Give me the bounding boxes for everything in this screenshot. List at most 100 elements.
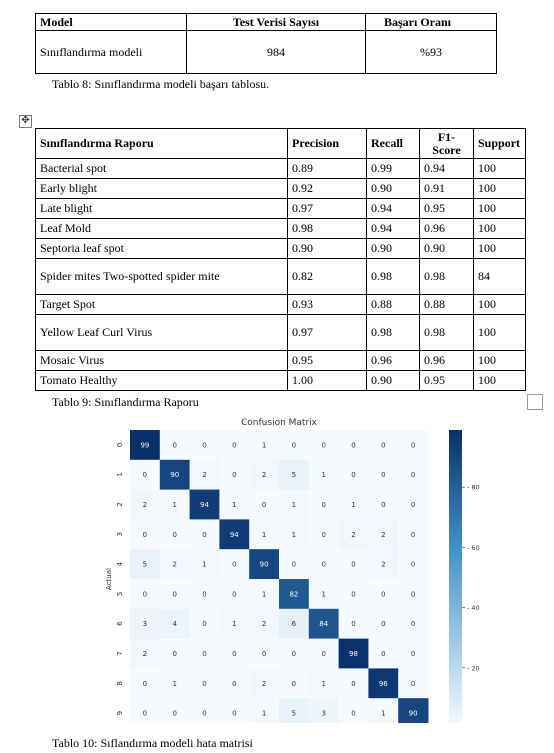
cell-value-label: 1 <box>381 710 385 718</box>
cell-value-label: 0 <box>232 441 236 449</box>
cell-value-label: 2 <box>262 680 266 688</box>
y-tick-label: 8 <box>116 681 124 685</box>
table-row: Leaf Mold 0.98 0.94 0.96 100 <box>36 219 526 239</box>
column-header: Model <box>36 14 187 31</box>
table-cell: 84 <box>474 259 526 295</box>
cell-value-label: 0 <box>381 441 385 449</box>
cell-value-label: 0 <box>381 471 385 479</box>
cell-value-label: 0 <box>292 650 296 658</box>
table-cell: 0.93 <box>288 295 367 315</box>
table-cell: 100 <box>474 371 526 391</box>
cell-value-label: 0 <box>381 590 385 598</box>
cell-value-label: 0 <box>143 710 147 718</box>
cell-value-label: 5 <box>292 471 296 479</box>
cell-value-label: 0 <box>232 650 236 658</box>
table-header-row: Model Test Verisi Sayısı Başarı Oranı <box>36 14 497 31</box>
table-cell: %93 <box>366 31 497 74</box>
cell-value-label: 0 <box>351 441 355 449</box>
table-header-row: Sınıflandırma Raporu Precision Recall F1… <box>36 129 526 159</box>
cell-value-label: 1 <box>172 680 176 688</box>
table-row: Mosaic Virus 0.95 0.96 0.96 100 <box>36 351 526 371</box>
model-accuracy-table: Model Test Verisi Sayısı Başarı Oranı Sı… <box>35 13 497 74</box>
table-cell: 0.89 <box>288 159 367 179</box>
table-cell: Early blight <box>36 179 288 199</box>
cell-value-label: 0 <box>411 620 415 628</box>
cell-value-label: 3 <box>143 620 147 628</box>
cell-value-label: 2 <box>172 561 176 569</box>
cell-value-label: 1 <box>172 501 176 509</box>
cell-value-label: 0 <box>321 441 325 449</box>
cell-value-label: 94 <box>200 501 209 509</box>
table-cell: 1.00 <box>288 371 367 391</box>
table-cell: 0.94 <box>367 199 420 219</box>
table-cell: 0.94 <box>420 159 474 179</box>
column-header: Başarı Oranı <box>366 14 497 31</box>
cell-value-label: 0 <box>292 561 296 569</box>
column-header: Sınıflandırma Raporu <box>36 129 288 159</box>
table-cell: 0.94 <box>367 219 420 239</box>
table-cell: 0.98 <box>420 315 474 351</box>
cell-value-label: 5 <box>292 710 296 718</box>
y-tick-label: 9 <box>116 711 124 715</box>
colorbar-tick-label: - 80 <box>467 484 480 492</box>
y-tick-label: 3 <box>116 532 124 536</box>
cell-value-label: 0 <box>411 650 415 658</box>
table-cell: 0.98 <box>420 259 474 295</box>
cell-value-label: 0 <box>351 680 355 688</box>
cell-value-label: 1 <box>292 531 296 539</box>
table-cell: 0.95 <box>288 351 367 371</box>
table-cell: 0.97 <box>288 315 367 351</box>
cell-value-label: 0 <box>143 471 147 479</box>
cell-value-label: 0 <box>172 531 176 539</box>
cell-value-label: 0 <box>232 561 236 569</box>
table-cell: 0.90 <box>367 179 420 199</box>
cell-value-label: 0 <box>262 501 266 509</box>
cell-value-label: 0 <box>411 680 415 688</box>
cell-value-label: 2 <box>143 650 147 658</box>
y-tick-label: 0 <box>116 443 124 447</box>
table-cell: Late blight <box>36 199 288 219</box>
table-cell: 0.96 <box>420 219 474 239</box>
table-row: Yellow Leaf Curl Virus 0.97 0.98 0.98 100 <box>36 315 526 351</box>
cell-value-label: 6 <box>292 620 297 628</box>
cell-value-label: 0 <box>143 531 147 539</box>
cell-value-label: 0 <box>143 680 147 688</box>
cell-value-label: 0 <box>202 620 206 628</box>
resize-handle[interactable] <box>527 394 543 410</box>
cell-value-label: 90 <box>260 561 269 569</box>
cell-value-label: 0 <box>172 441 176 449</box>
y-tick-label: 5 <box>116 592 124 596</box>
table-cell: 0.95 <box>420 199 474 219</box>
cell-value-label: 0 <box>172 710 176 718</box>
table-caption: Tablo 8: Sınıflandırma modeli başarı tab… <box>52 77 269 92</box>
cell-value-label: 94 <box>230 531 239 539</box>
table-cell: Septoria leaf spot <box>36 239 288 259</box>
cell-value-label: 90 <box>409 710 418 718</box>
cell-value-label: 0 <box>202 650 206 658</box>
cell-value-label: 3 <box>321 710 325 718</box>
cell-value-label: 96 <box>379 680 388 688</box>
y-tick-label: 6 <box>116 621 124 626</box>
cell-value-label: 1 <box>262 710 266 718</box>
table-cell: 100 <box>474 219 526 239</box>
cell-value-label: 0 <box>292 680 296 688</box>
cell-value-label: 0 <box>232 680 236 688</box>
cell-value-label: 1 <box>202 561 206 569</box>
table-cell: 100 <box>474 315 526 351</box>
table-cell: Tomato Healthy <box>36 371 288 391</box>
cell-value-label: 0 <box>232 471 236 479</box>
table-cell: 0.88 <box>420 295 474 315</box>
cell-value-label: 0 <box>262 650 266 658</box>
cell-value-label: 4 <box>172 620 177 628</box>
cell-value-label: 0 <box>172 590 176 598</box>
cell-value-label: 82 <box>289 590 298 598</box>
column-header: F1-Score <box>420 129 474 159</box>
cell-value-label: 2 <box>351 531 355 539</box>
cell-value-label: 0 <box>411 501 415 509</box>
column-header: Precision <box>288 129 367 159</box>
cell-value-label: 1 <box>232 620 236 628</box>
move-handle-icon[interactable]: ✥ <box>19 115 32 128</box>
cell-value-label: 0 <box>411 531 415 539</box>
confusion-matrix-chart: Confusion Matrix99 0 0 0 1 0 0 0 0 00 90 2 0 2 5 1 0 0 02 1… <box>95 413 495 723</box>
colorbar-tick-label: - 20 <box>467 664 480 672</box>
